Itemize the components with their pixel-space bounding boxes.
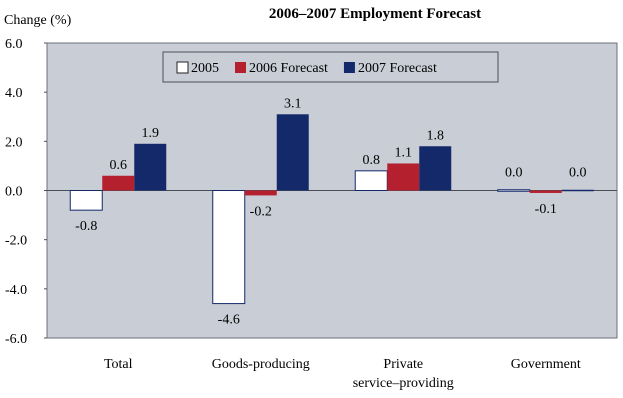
bar	[134, 143, 167, 191]
legend: 2005 2006 Forecast 2007 Forecast	[162, 51, 499, 83]
y-tick-label: 6.0	[5, 37, 23, 52]
x-tick-label: Government	[511, 357, 581, 372]
data-label: 0.8	[363, 153, 381, 168]
bar	[497, 189, 531, 192]
data-label: 1.8	[427, 128, 445, 143]
x-tick-label: Total	[104, 357, 133, 372]
x-tick-label: Private	[383, 357, 423, 372]
chart-title: 2006–2007 Employment Forecast	[269, 6, 481, 22]
data-label: 1.9	[142, 126, 160, 141]
y-tick-label: 2.0	[5, 135, 23, 150]
y-tick-label: -2.0	[5, 234, 27, 249]
bar	[244, 190, 277, 196]
legend-label: 2007 Forecast	[358, 61, 437, 76]
data-label: 0.0	[505, 166, 523, 181]
bar	[102, 175, 135, 191]
y-tick-label: -6.0	[5, 332, 27, 347]
x-tick-label: Goods-producing	[212, 357, 310, 372]
data-label: -0.1	[535, 202, 557, 217]
legend-swatch	[176, 61, 189, 74]
bar	[529, 190, 562, 193]
data-label: -0.8	[75, 219, 97, 234]
chart-marks: 6.0 4.0 2.0 0.0 -2.0 -4.0 -6.0 -0.8 0.6 1.9 Total -…	[5, 37, 617, 391]
legend-box	[162, 51, 499, 83]
data-label: 0.0	[569, 166, 587, 181]
x-tick-label: service–providing	[353, 376, 454, 391]
bar	[387, 163, 420, 191]
y-tick-label: 0.0	[5, 185, 23, 200]
data-label: -4.6	[218, 313, 240, 328]
legend-swatch	[343, 62, 355, 73]
data-label: 1.1	[395, 145, 413, 160]
bar	[561, 189, 594, 192]
y-axis-label: Change (%)	[4, 13, 72, 28]
data-label: 3.1	[284, 96, 302, 111]
legend-label: 2005	[191, 61, 219, 76]
data-label: -0.2	[250, 204, 272, 219]
bar	[419, 146, 452, 191]
y-tick-label: -4.0	[5, 283, 27, 298]
bar	[354, 170, 388, 191]
legend-swatch	[235, 62, 246, 73]
y-tick-label: 4.0	[5, 86, 23, 101]
data-label: 0.6	[110, 158, 128, 173]
bar	[276, 114, 309, 191]
bar	[212, 190, 246, 305]
bar	[69, 190, 103, 211]
legend-label: 2006 Forecast	[249, 61, 328, 76]
